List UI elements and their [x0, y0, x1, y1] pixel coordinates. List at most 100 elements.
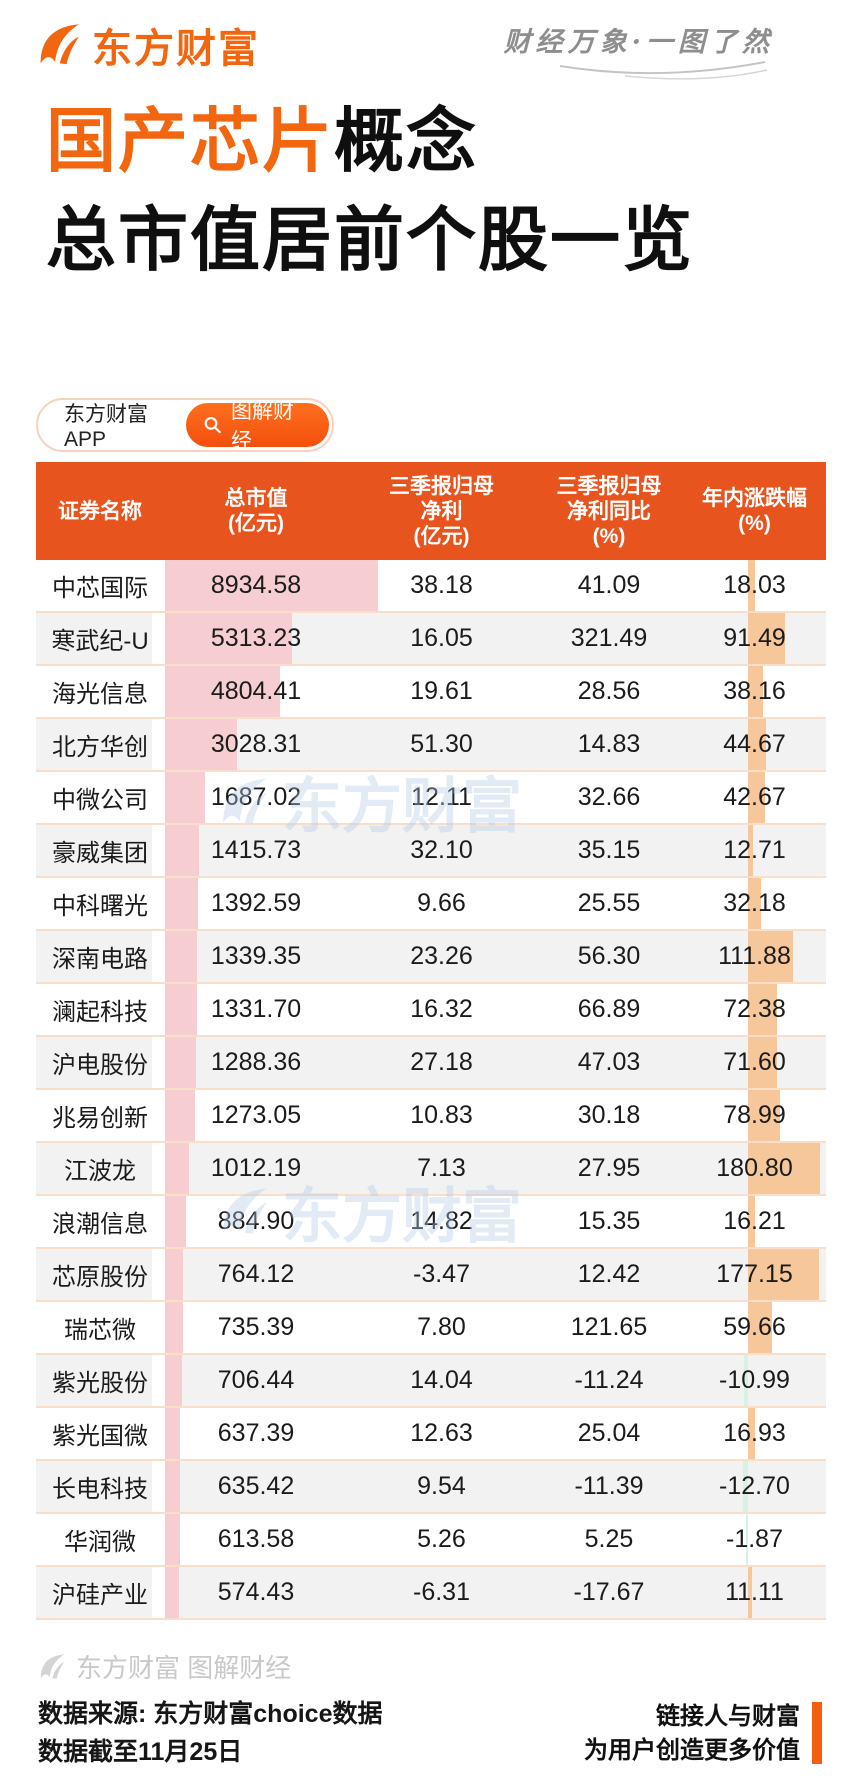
- ytd-change-value: 12.71: [723, 836, 786, 864]
- eastmoney-flame-icon: [40, 24, 79, 65]
- profit-yoy-value: 32.66: [577, 783, 641, 811]
- table-row: 澜起科技 1331.70 16.32 66.89 72.38: [36, 984, 826, 1037]
- data-cutoff-line: 数据截至11月25日: [38, 1738, 243, 1766]
- ytd-change-value: -10.99: [719, 1366, 790, 1394]
- title-highlight: 国产芯片: [46, 102, 334, 180]
- column-gap: [152, 1249, 165, 1300]
- net-profit-value: 32.10: [410, 836, 473, 864]
- brand-logo: 东方财富: [36, 16, 260, 74]
- market-cap-bar: [165, 1143, 190, 1194]
- market-cap-value: 1273.05: [210, 1101, 302, 1129]
- table-row: 海光信息 4804.41 19.61 28.56 38.16: [36, 666, 826, 719]
- market-cap-bar: [165, 1461, 181, 1512]
- column-gap: [152, 613, 165, 664]
- ytd-change-value: 32.18: [723, 889, 786, 917]
- market-cap-bar: [165, 1408, 181, 1459]
- table-row: 中科曙光 1392.59 9.66 25.55 32.18: [36, 878, 826, 931]
- market-cap-value: 884.90: [217, 1207, 295, 1235]
- market-cap-value: 8934.58: [210, 571, 302, 599]
- table-row: 沪硅产业 574.43 -6.31 -17.67 11.11: [36, 1567, 826, 1620]
- stock-name: 芯原股份: [52, 1264, 148, 1291]
- net-profit-value: -6.31: [413, 1578, 470, 1606]
- ytd-change-value: 177.15: [716, 1260, 793, 1288]
- net-profit-value: 10.83: [410, 1101, 473, 1129]
- table-row: 深南电路 1339.35 23.26 56.30 111.88: [36, 931, 826, 984]
- table-row: 瑞芯微 735.39 7.80 121.65 59.66: [36, 1302, 826, 1355]
- net-profit-value: 9.54: [417, 1472, 466, 1500]
- ytd-change-bar: [748, 719, 766, 770]
- net-profit-value: 19.61: [410, 677, 473, 705]
- market-cap-bar: [165, 772, 206, 823]
- column-gap: [152, 1090, 165, 1141]
- market-cap-bar: [165, 613, 292, 664]
- market-cap-bar: [165, 1514, 180, 1565]
- ytd-change-value: 91.49: [723, 624, 786, 652]
- table-row: 浪潮信息 884.90 14.82 15.35 16.21: [36, 1196, 826, 1249]
- profit-yoy-value: 5.25: [584, 1525, 634, 1553]
- app-name-label: 东方财富APP: [64, 403, 148, 451]
- market-cap-bar: [165, 825, 199, 876]
- profit-yoy-value: 41.09: [577, 571, 641, 599]
- net-profit-value: 7.80: [417, 1313, 466, 1341]
- market-cap-bar: [165, 1302, 183, 1353]
- column-gap: [152, 1196, 165, 1247]
- market-cap-bar: [165, 560, 378, 611]
- column-gap: [152, 1302, 165, 1353]
- ytd-change-value: 71.60: [723, 1048, 786, 1076]
- table-row: 芯原股份 764.12 -3.47 12.42 177.15: [36, 1249, 826, 1302]
- ytd-change-bar: [743, 1355, 748, 1406]
- data-source-line: 数据来源: 东方财富choice数据: [38, 1700, 383, 1728]
- stock-name: 豪威集团: [52, 840, 148, 867]
- net-profit-value: 27.18: [410, 1048, 473, 1076]
- market-cap-value: 4804.41: [210, 677, 302, 705]
- table-row: 中微公司 1687.02 12.11 32.66 42.67: [36, 772, 826, 825]
- footer-slogan-line2: 为用户创造更多价值: [584, 1737, 800, 1764]
- market-cap-value: 3028.31: [210, 730, 302, 758]
- ytd-change-value: 16.93: [723, 1419, 786, 1447]
- footer-brand: 东方财富 图解财经: [38, 1648, 291, 1685]
- market-cap-value: 635.42: [217, 1472, 295, 1500]
- stock-name: 江波龙: [64, 1158, 136, 1185]
- profit-yoy-value: 25.04: [577, 1419, 641, 1447]
- table-row: 寒武纪-U 5313.23 16.05 321.49 91.49: [36, 613, 826, 666]
- ytd-change-bar: [748, 1143, 821, 1194]
- ytd-change-value: -1.87: [726, 1525, 783, 1553]
- column-gap: [152, 878, 165, 929]
- ytd-change-value: 44.67: [723, 730, 786, 758]
- ytd-change-value: 16.21: [723, 1207, 786, 1235]
- market-cap-value: 574.43: [217, 1578, 295, 1606]
- market-cap-bar: [165, 1355, 182, 1406]
- column-gap: [152, 560, 165, 611]
- column-gap: [152, 1355, 165, 1406]
- profit-yoy-value: 35.15: [577, 836, 641, 864]
- table-row: 北方华创 3028.31 51.30 14.83 44.67: [36, 719, 826, 772]
- column-gap: [152, 719, 165, 770]
- brand-name: 东方财富: [92, 27, 260, 71]
- ytd-change-value: 72.38: [723, 995, 786, 1023]
- table-row: 兆易创新 1273.05 10.83 30.18 78.99: [36, 1090, 826, 1143]
- table-row: 华润微 613.58 5.26 5.25 -1.87: [36, 1514, 826, 1567]
- net-profit-value: 12.63: [410, 1419, 473, 1447]
- stock-name: 中微公司: [52, 787, 148, 814]
- ytd-change-bar: [748, 1567, 753, 1618]
- profit-yoy-value: -17.67: [573, 1578, 645, 1606]
- tujie-caijing-button[interactable]: 图解财经: [185, 400, 329, 453]
- net-profit-value: 16.05: [410, 624, 473, 652]
- ytd-change-value: -12.70: [719, 1472, 790, 1500]
- ytd-change-bar: [748, 1090, 780, 1141]
- net-profit-value: 38.18: [410, 571, 473, 599]
- stock-name: 寒武纪-U: [51, 628, 149, 655]
- profit-yoy-value: -11.24: [574, 1366, 644, 1394]
- column-gap: [152, 1143, 165, 1194]
- market-cap-value: 637.39: [217, 1419, 295, 1447]
- column-gap: [152, 931, 165, 982]
- market-cap-value: 706.44: [217, 1366, 295, 1394]
- market-cap-value: 1331.70: [210, 995, 302, 1023]
- profit-yoy-value: 30.18: [577, 1101, 641, 1129]
- col-header-ytd-change: 年内涨跌幅 (%): [702, 487, 807, 535]
- table-row: 豪威集团 1415.73 32.10 35.15 12.71: [36, 825, 826, 878]
- footer-brand-text: 东方财富 图解财经: [76, 1653, 292, 1683]
- ytd-change-value: 38.16: [723, 677, 786, 705]
- profit-yoy-value: 121.65: [570, 1313, 648, 1341]
- stock-name: 澜起科技: [52, 999, 148, 1026]
